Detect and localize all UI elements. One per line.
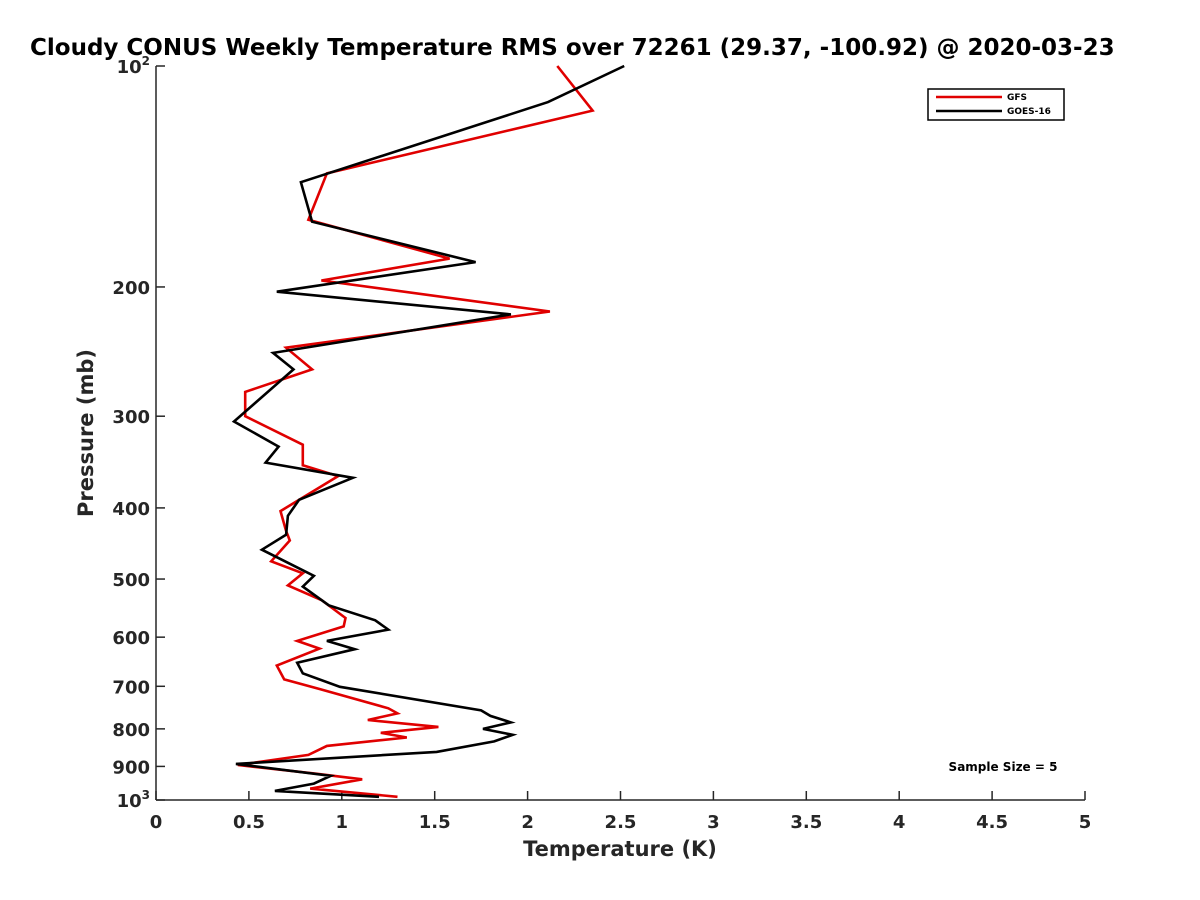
y-tick-label-base: 900 [112, 757, 150, 778]
x-tick-label: 3.5 [790, 812, 822, 833]
axis-lines [155, 66, 1085, 801]
legend-label: GOES-16 [1007, 107, 1051, 117]
y-tick-label-exponent: 2 [142, 54, 150, 68]
y-tick-label-base: 10 [117, 57, 142, 78]
y-tick-label: 102 [117, 54, 150, 78]
y-tick-label-base: 300 [112, 407, 150, 428]
x-axis-label: Temperature (K) [523, 837, 717, 861]
legend-label: GFS [1007, 93, 1027, 103]
legend-box [927, 88, 1065, 121]
y-tick-label: 600 [112, 628, 150, 649]
y-tick-label: 500 [112, 570, 150, 591]
y-tick-label: 700 [112, 677, 150, 698]
y-tick-label: 103 [117, 788, 150, 812]
x-tick-label: 3 [707, 812, 720, 833]
x-tick-label: 0 [150, 812, 163, 833]
x-tick-label: 0.5 [233, 812, 265, 833]
y-tick-label-base: 200 [112, 278, 150, 299]
legend: GFS GOES-16 [927, 88, 1065, 121]
x-tick-label: 4.5 [976, 812, 1008, 833]
y-tick-label: 300 [112, 407, 150, 428]
y-axis-label: Pressure (mb) [74, 349, 98, 517]
plot-area [156, 66, 1085, 800]
x-tick-label: 4 [893, 812, 906, 833]
x-tick-label: 1 [336, 812, 349, 833]
y-tick-label: 400 [112, 499, 150, 520]
y-tick-label: 200 [112, 278, 150, 299]
x-tick-label: 1.5 [419, 812, 451, 833]
y-tick-label-base: 700 [112, 677, 150, 698]
y-tick-label-base: 10 [117, 791, 142, 812]
x-axis: 0 0.5 1 1.5 2 2.5 3 3.5 4 4.5 5 [150, 791, 1092, 833]
y-tick-label-base: 600 [112, 628, 150, 649]
y-tick-label: 900 [112, 757, 150, 778]
x-tick-label: 5 [1079, 812, 1092, 833]
y-tick-label-base: 800 [112, 720, 150, 741]
x-tick-label: 2.5 [605, 812, 637, 833]
series-layer [231, 64, 625, 799]
chart-title: Cloudy CONUS Weekly Temperature RMS over… [30, 35, 1115, 61]
y-tick-label-exponent: 3 [142, 788, 150, 802]
sample-size-annotation: Sample Size = 5 [949, 760, 1058, 774]
y-tick-label: 800 [112, 720, 150, 741]
x-tick-label: 2 [521, 812, 534, 833]
series-line-goes-16 [231, 64, 625, 799]
y-tick-label-base: 400 [112, 499, 150, 520]
y-tick-label-base: 500 [112, 570, 150, 591]
